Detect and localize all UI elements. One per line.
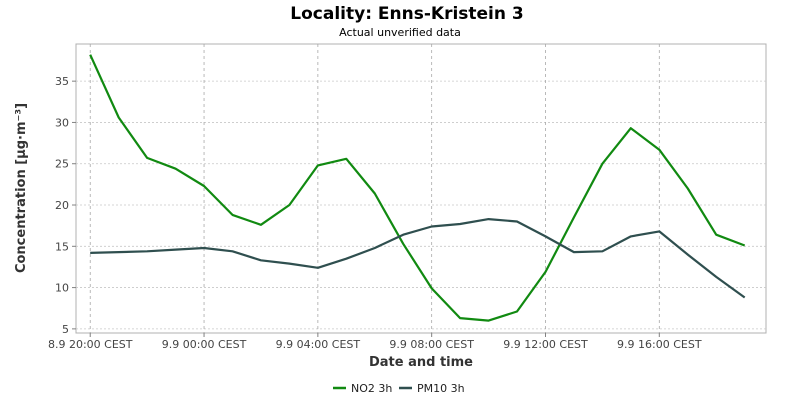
x-tick-label: 9.9 00:00 CEST: [162, 338, 247, 351]
y-tick-label: 10: [55, 282, 69, 295]
y-tick-label: 30: [55, 116, 69, 129]
y-tick-label: 5: [62, 323, 69, 336]
x-tick-label: 8.9 20:00 CEST: [48, 338, 133, 351]
y-axis-ticks: 5 10 15 20 25 30 35: [55, 75, 76, 336]
y-tick-label: 15: [55, 240, 69, 253]
chart-title: Locality: Enns-Kristein 3: [290, 4, 523, 24]
plot-area: [75, 43, 767, 334]
chart-subtitle: Actual unverified data: [339, 26, 461, 39]
grid: [76, 44, 766, 333]
x-tick-label: 9.9 12:00 CEST: [503, 338, 588, 351]
series-line-pm10: [90, 218, 746, 299]
y-tick-label: 25: [55, 158, 69, 171]
legend-label: NO2 3h: [351, 382, 392, 395]
y-axis-label: Concentration [µg·m⁻³]: [14, 103, 29, 273]
y-tick-label: 35: [55, 75, 69, 88]
x-tick-label: 9.9 04:00 CEST: [276, 338, 361, 351]
y-tick-label: 20: [55, 199, 69, 212]
series-lines: [89, 54, 746, 322]
x-tick-label: 9.9 16:00 CEST: [617, 338, 702, 351]
x-axis-label: Date and time: [369, 355, 473, 370]
legend-label: PM10 3h: [417, 382, 465, 395]
x-axis-ticks: 8.9 20:00 CEST 9.9 00:00 CEST 9.9 04:00 CE…: [48, 333, 702, 351]
series-line-no2: [89, 54, 746, 322]
legend: NO2 3h PM10 3h: [333, 382, 465, 395]
x-tick-label: 9.9 08:00 CEST: [389, 338, 474, 351]
